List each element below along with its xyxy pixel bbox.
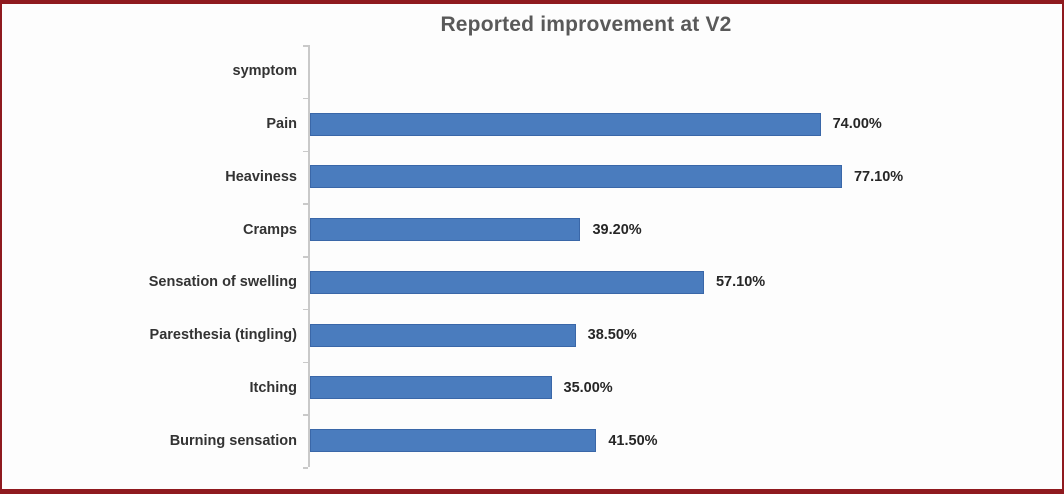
bar-cell: 41.50% [310,429,1056,453]
chart-row: Burning sensation 41.50% [2,414,1056,467]
chart-row: symptom [2,45,1056,98]
value-label: 38.50% [587,327,637,344]
chart-row: Sensation of swelling 57.10% [2,256,1056,309]
chart-row: Heaviness 77.10% [2,151,1056,204]
value-label: 74.00% [832,116,882,133]
bar [310,270,704,294]
bar-cell: 39.20% [310,218,1056,242]
value-label: 41.50% [608,432,658,449]
bar [310,112,821,136]
bar-cell: 35.00% [310,376,1056,400]
category-label: symptom [232,63,297,80]
value-label: 57.10% [715,274,766,291]
bar [310,376,552,400]
chart-row: Itching 35.00% [2,362,1056,415]
axis-tick [303,467,308,469]
bar-cell: 77.10% [310,165,1056,189]
category-label: Burning sensation [169,432,297,449]
chart-row: Cramps 39.20% [2,203,1056,256]
chart-canvas: Reported improvement at V2 symptom Pain … [2,4,1062,489]
value-label: 35.00% [563,379,613,396]
bar [310,165,842,189]
category-label: Heaviness [225,168,297,185]
bar-cell: 38.50% [310,323,1056,347]
bar [310,323,576,347]
category-label: Itching [249,379,297,396]
bar [310,429,597,453]
plot-area: symptom Pain 74.00% Heaviness 77.10% Cra… [2,45,1056,467]
bar-cell: 74.00% [310,112,1056,136]
value-label: 77.10% [853,168,904,185]
bar-cell: 57.10% [310,270,1056,294]
bar [310,218,581,242]
chart-row: Pain 74.00% [2,98,1056,151]
value-label: 39.20% [592,221,642,238]
chart-title: Reported improvement at V2 [440,13,732,36]
chart-row: Paresthesia (tingling) 38.50% [2,309,1056,362]
category-label: Pain [266,116,297,133]
category-label: Sensation of swelling [148,274,297,291]
category-label: Cramps [243,221,297,238]
category-label: Paresthesia (tingling) [149,327,297,344]
